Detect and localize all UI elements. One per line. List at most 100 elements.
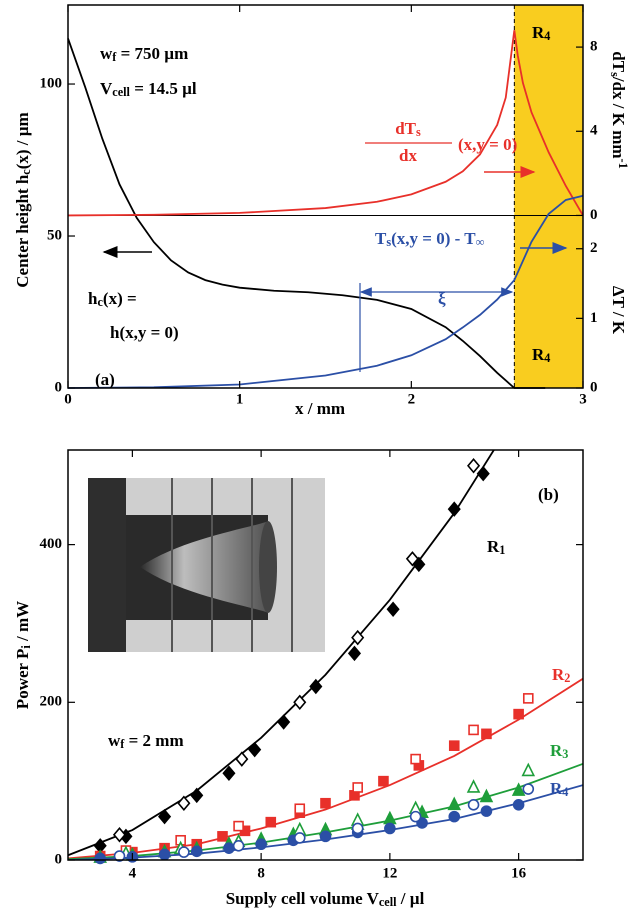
plot-frame (67, 449, 584, 861)
region-label: R4 (532, 23, 550, 43)
text-part: w (108, 731, 121, 750)
y2-tick-label: 4 (590, 123, 598, 139)
marker (232, 840, 245, 852)
marker (447, 501, 461, 517)
marker (277, 714, 291, 730)
marker (190, 787, 204, 804)
marker (467, 458, 481, 474)
annotation: dTs (395, 119, 421, 139)
plot-frame (67, 4, 584, 389)
marker (479, 788, 494, 803)
fit-line (68, 762, 583, 860)
annotation: ξ (438, 289, 446, 308)
text-part: f (120, 737, 125, 751)
marker (94, 852, 106, 865)
y2-axis-label: dTs/dx / K mm-1 (608, 51, 630, 168)
marker (158, 848, 171, 861)
text-part: R (487, 537, 500, 556)
marker (352, 782, 363, 793)
text-part: s (386, 235, 391, 249)
text-part: 1 (499, 543, 505, 557)
text-part: (x) / µm (13, 112, 32, 169)
x-tick-label: 16 (511, 865, 527, 881)
y2-tick-label: 8 (590, 39, 598, 55)
marker (448, 810, 461, 823)
marker (386, 601, 400, 618)
marker (466, 779, 481, 793)
marker (222, 765, 236, 782)
text-part: / µl (397, 889, 425, 908)
text-part: /dx / K mm (609, 76, 628, 159)
y-tick-label: 0 (55, 851, 63, 867)
marker (255, 838, 267, 851)
marker (293, 832, 306, 844)
y3-tick-label: 0 (590, 379, 598, 395)
y3-tick-label: 2 (590, 240, 598, 256)
fit-line (68, 677, 583, 860)
marker (480, 805, 493, 817)
marker (248, 741, 262, 758)
series-label: R1 (487, 537, 505, 557)
marker (513, 708, 524, 720)
text-part: / mW (13, 601, 32, 645)
text-part: 4 (544, 351, 550, 365)
marker (448, 740, 460, 751)
text-part: i (19, 645, 33, 649)
marker (178, 846, 190, 858)
marker (447, 796, 462, 811)
data-line (67, 30, 584, 217)
inset-image (88, 478, 325, 652)
annotation: Ts(x,y = 0) - T∞ (375, 229, 485, 249)
text-part: 4 (562, 785, 568, 799)
marker (384, 822, 396, 835)
marker (309, 678, 323, 695)
text-part: 2 (564, 671, 570, 685)
y-tick-label: 100 (40, 75, 63, 91)
marker (112, 827, 127, 843)
x-tick-label: 0 (64, 391, 72, 407)
marker (235, 751, 249, 767)
series-label: R4 (550, 779, 568, 799)
text-part: 4 (544, 29, 550, 43)
text-part: h (88, 289, 98, 308)
x-tick-label: 8 (257, 865, 265, 881)
text-part: f (112, 50, 117, 64)
text-part: c (19, 169, 33, 175)
annotation: wf = 2 mm (108, 731, 184, 751)
text-part: ∞ (476, 235, 485, 249)
y-tick-label: 400 (40, 536, 63, 552)
text-part: R (532, 345, 545, 364)
marker (481, 728, 492, 740)
x-tick-label: 12 (382, 865, 397, 881)
annotation: hc(x) = (88, 289, 137, 309)
text-part: T (375, 229, 387, 248)
text-part: V (100, 79, 113, 98)
y3-axis-label: ΔT / K (609, 286, 628, 335)
text-part: (x,y = 0) - T (391, 229, 476, 248)
x-tick-label: 4 (129, 865, 137, 881)
x-tick-label: 1 (236, 391, 244, 407)
text-part: = 750 µm (116, 44, 188, 63)
marker (378, 775, 389, 787)
data-line (67, 194, 584, 389)
text-part: dT (609, 51, 628, 72)
panel-label: (a) (95, 370, 115, 389)
marker (410, 753, 421, 765)
annotation: (x,y = 0) (458, 135, 517, 154)
marker (223, 842, 235, 854)
x-tick-label: 3 (579, 391, 587, 407)
x-axis-label: Supply cell volume Vcell / µl (226, 889, 425, 909)
x-tick-label: 2 (408, 391, 416, 407)
text-part: dT (395, 119, 416, 138)
text-part: s (416, 125, 421, 139)
marker (522, 693, 534, 704)
marker (347, 645, 362, 662)
marker (512, 799, 525, 811)
region-label: R4 (532, 345, 550, 365)
marker (383, 810, 397, 825)
y-axis-label: Center height hc(x) / µm (13, 112, 33, 287)
annotation: dx (399, 146, 417, 165)
marker (113, 850, 126, 862)
text-part: Supply cell volume V (226, 889, 380, 908)
marker (521, 762, 536, 777)
